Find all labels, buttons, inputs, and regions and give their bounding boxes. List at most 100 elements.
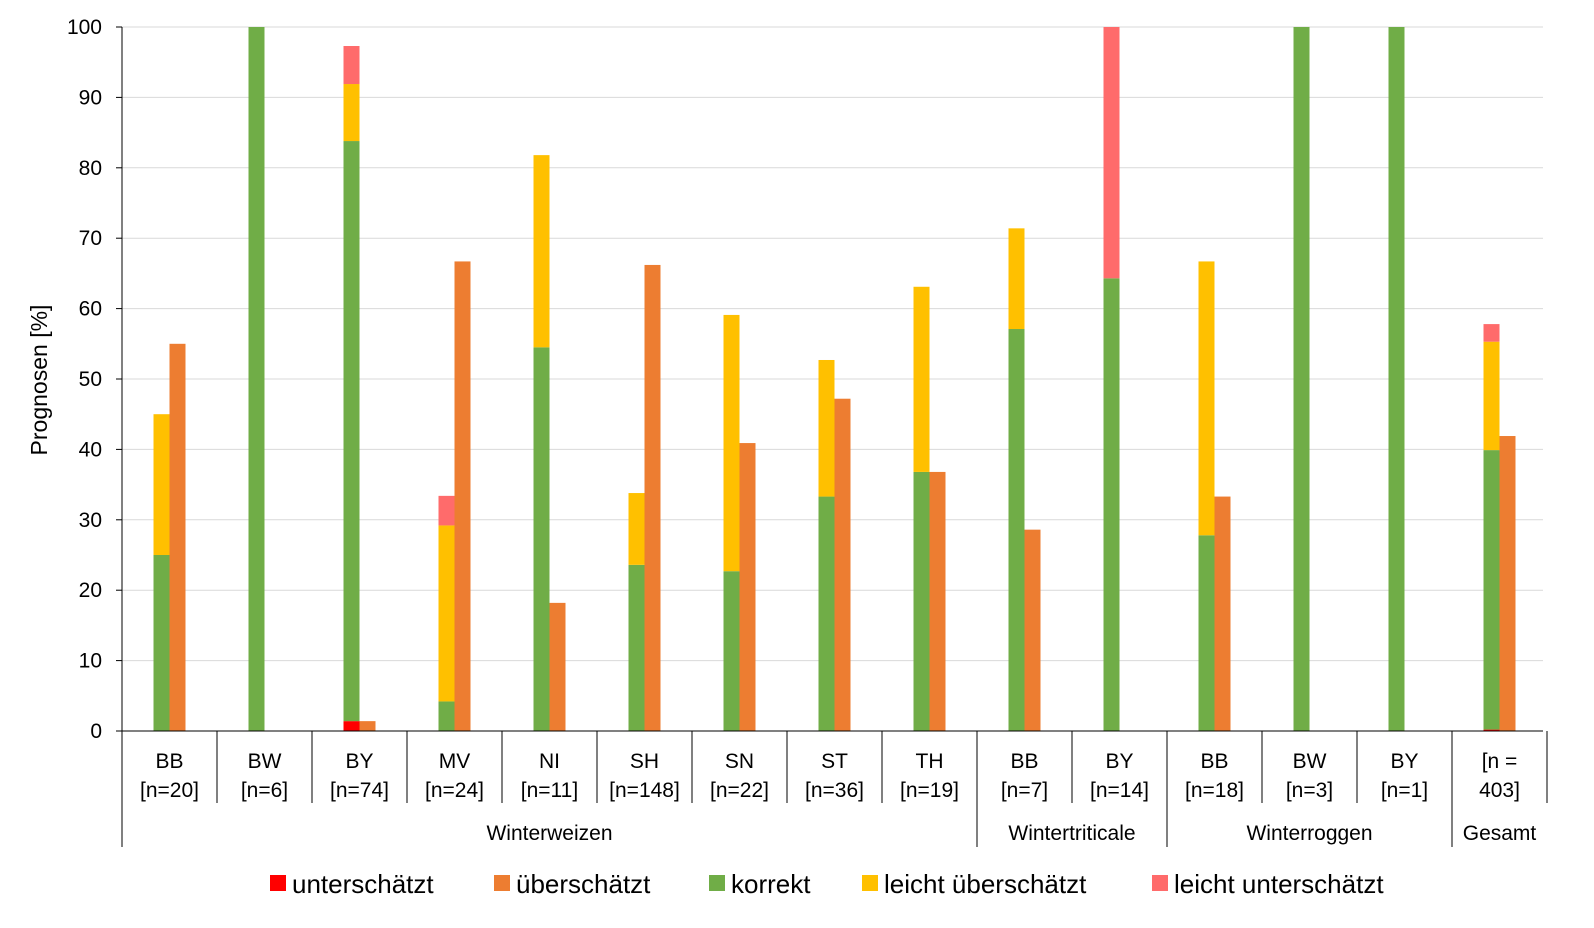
bar-segment-leicht_ueberschaetzt (818, 359, 835, 497)
category-label-line1: ST (821, 750, 848, 773)
category-label-line1: BB (1200, 750, 1228, 773)
bar-segment-korrekt (438, 701, 455, 731)
bar-segment-leicht_unterschaetzt (438, 495, 455, 526)
bar-segment-leicht_ueberschaetzt (723, 314, 740, 572)
category-label-line1: SN (725, 750, 754, 773)
y-tick-label: 70 (79, 227, 102, 250)
x-category-labels: BB [n=20] BW [n=6] BY [n=74] MV [n=24] NI [n=11] S… (140, 750, 1520, 802)
category-label-line1: SH (630, 750, 659, 773)
bar-ueberschaetzt (169, 343, 186, 731)
bar-segment-unterschaetzt (1483, 729, 1500, 731)
bar-segment-korrekt (248, 27, 265, 731)
bar-segment-korrekt (1483, 450, 1500, 730)
category-label-line2: [n=6] (241, 779, 288, 802)
bar-ueberschaetzt (549, 602, 566, 731)
bar-segment-korrekt (1103, 278, 1120, 731)
group-label: Wintertriticale (1008, 822, 1135, 845)
category-label-line1: NI (539, 750, 560, 773)
category-label-line2: [n=14] (1090, 779, 1149, 802)
group-label: Gesamt (1463, 822, 1537, 845)
bar-segment-leicht_unterschaetzt (343, 46, 360, 85)
legend-label-leicht_ueberschaetzt: leicht überschätzt (884, 869, 1087, 899)
category-label-line2: [n=18] (1185, 779, 1244, 802)
group-labels: Winterweizen Wintertriticale Winterroggen G… (486, 822, 1536, 845)
legend-swatch-ueberschaetzt (494, 875, 510, 891)
bar-ueberschaetzt (359, 721, 376, 731)
category-label-line1: BY (345, 750, 373, 773)
bars (153, 27, 1516, 731)
bar-segment-leicht_unterschaetzt (1103, 27, 1120, 279)
y-tick-label: 30 (79, 509, 102, 532)
y-tick-label: 40 (79, 438, 102, 461)
bar-ueberschaetzt (644, 264, 661, 731)
category-label-line2: [n=19] (900, 779, 959, 802)
category-label-line2: [n=22] (710, 779, 769, 802)
category-label-line1: BW (1293, 750, 1327, 773)
bar-segment-leicht_ueberschaetzt (153, 414, 170, 555)
category-label-line2: [n=11] (521, 779, 578, 802)
bar-segment-leicht_ueberschaetzt (438, 525, 455, 702)
category-label-line2: [n=1] (1381, 779, 1428, 802)
bar-segment-leicht_unterschaetzt (1483, 324, 1500, 342)
bar-ueberschaetzt (454, 261, 471, 731)
bar-segment-korrekt (1008, 329, 1025, 731)
bar-segment-leicht_ueberschaetzt (1008, 228, 1025, 330)
category-label-line2: [n=148] (609, 779, 680, 802)
bar-segment-korrekt (1198, 535, 1215, 731)
bar-ueberschaetzt (1214, 496, 1231, 731)
group-label: Winterweizen (486, 822, 612, 845)
category-label-line1: [n = (1482, 750, 1518, 773)
y-tick-label: 10 (79, 650, 102, 673)
category-label-line2: [n=20] (140, 779, 199, 802)
category-label-line1: TH (916, 750, 944, 773)
category-label-line1: BB (1010, 750, 1038, 773)
bar-segment-korrekt (723, 571, 740, 731)
bar-segment-leicht_ueberschaetzt (1198, 261, 1215, 536)
y-tick-labels: 0 10 20 30 40 50 60 70 80 90 100 (67, 16, 102, 743)
bar-ueberschaetzt (1499, 436, 1516, 731)
y-tick-label: 20 (79, 579, 102, 602)
y-tick-label: 50 (79, 368, 102, 391)
legend-label-korrekt: korrekt (731, 869, 811, 899)
bar-segment-unterschaetzt (343, 721, 360, 731)
legend-label-leicht_unterschaetzt: leicht unterschätzt (1174, 869, 1384, 899)
bar-segment-leicht_ueberschaetzt (913, 286, 930, 472)
y-tick-label: 0 (90, 720, 102, 743)
bar-segment-korrekt (1388, 27, 1405, 731)
bar-segment-korrekt (818, 496, 835, 731)
legend-swatch-korrekt (709, 875, 725, 891)
legend-swatch-unterschaetzt (270, 875, 286, 891)
category-label-line1: MV (439, 750, 471, 773)
y-tick-label: 80 (79, 157, 102, 180)
y-axis-title: Prognosen [%] (26, 305, 52, 456)
bar-segment-leicht_ueberschaetzt (343, 84, 360, 142)
bar-segment-leicht_ueberschaetzt (628, 493, 645, 565)
category-label-line1: BY (1390, 750, 1418, 773)
category-label-line1: BY (1105, 750, 1133, 773)
axes (116, 26, 1548, 847)
category-label-line2: [n=7] (1001, 779, 1048, 802)
bar-ueberschaetzt (929, 471, 946, 731)
category-label-line1: BB (155, 750, 183, 773)
legend-label-unterschaetzt: unterschätzt (292, 869, 434, 899)
y-tick-label: 100 (67, 16, 102, 39)
bar-segment-leicht_ueberschaetzt (533, 155, 550, 348)
group-label: Winterroggen (1246, 822, 1372, 845)
bar-ueberschaetzt (834, 398, 851, 731)
y-tick-label: 60 (79, 298, 102, 321)
bar-ueberschaetzt (1024, 529, 1041, 731)
legend-swatch-leicht_ueberschaetzt (862, 875, 878, 891)
category-label-line2: [n=74] (330, 779, 389, 802)
y-tick-label: 90 (79, 86, 102, 109)
bar-segment-korrekt (153, 555, 170, 731)
category-label-line2: [n=36] (805, 779, 864, 802)
bar-segment-korrekt (533, 347, 550, 731)
category-label-line2: 403] (1479, 779, 1520, 802)
legend-label-ueberschaetzt: überschätzt (516, 869, 651, 899)
bar-ueberschaetzt (739, 443, 756, 731)
category-label-line1: BW (248, 750, 282, 773)
bar-segment-leicht_ueberschaetzt (1483, 341, 1500, 451)
category-label-line2: [n=24] (425, 779, 484, 802)
